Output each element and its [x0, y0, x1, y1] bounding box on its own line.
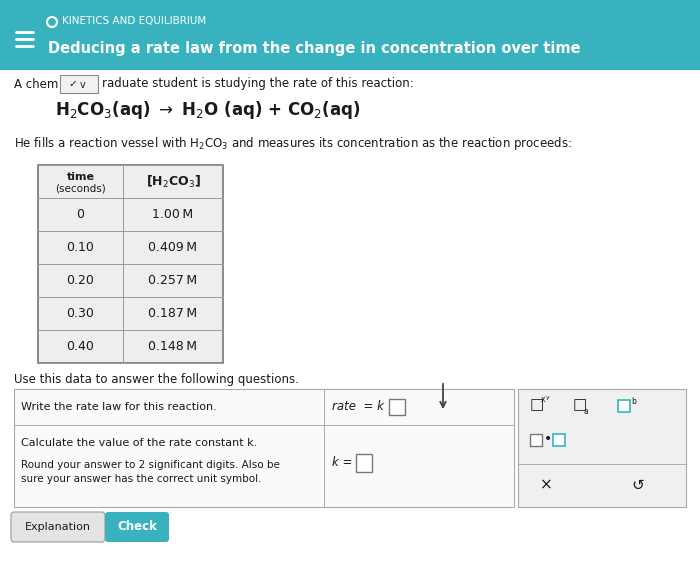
FancyBboxPatch shape	[105, 512, 169, 542]
Text: rate  = k: rate = k	[332, 401, 384, 414]
Text: 0.257 M: 0.257 M	[148, 274, 197, 287]
Text: Calculate the value of the rate constant k.: Calculate the value of the rate constant…	[21, 438, 258, 448]
Bar	[0, 70, 700, 566]
Text: Write the rate law for this reaction.: Write the rate law for this reaction.	[21, 402, 217, 412]
Text: v: v	[80, 80, 85, 90]
Text: He fills a reaction vessel with H$_2$CO$_3$ and measures its concentration as th: He fills a reaction vessel with H$_2$CO$…	[14, 135, 572, 152]
Text: a: a	[584, 408, 589, 417]
Text: •: •	[544, 432, 552, 446]
Bar	[618, 400, 630, 412]
Bar	[389, 399, 405, 415]
Text: time: time	[66, 171, 94, 182]
Text: 0.20: 0.20	[66, 274, 94, 287]
Text: [H$_2$CO$_3$]: [H$_2$CO$_3$]	[146, 173, 200, 190]
Bar	[0, 70, 700, 566]
Text: Explanation: Explanation	[25, 522, 91, 532]
Text: ×: ×	[540, 478, 552, 492]
Text: 0.30: 0.30	[66, 307, 94, 320]
Text: □: □	[530, 397, 545, 413]
Text: raduate student is studying the rate of this reaction:: raduate student is studying the rate of …	[102, 78, 414, 91]
Text: Deducing a rate law from the change in concentration over time: Deducing a rate law from the change in c…	[48, 41, 580, 57]
Bar	[356, 454, 372, 472]
Text: 0: 0	[76, 208, 85, 221]
Bar	[530, 434, 542, 446]
Text: 0.40: 0.40	[66, 340, 94, 353]
Text: Round your answer to 2 significant digits. Also be: Round your answer to 2 significant digit…	[21, 460, 280, 470]
Text: sure your answer has the correct unit symbol.: sure your answer has the correct unit sy…	[21, 474, 262, 484]
Bar	[38, 165, 223, 363]
Bar	[553, 434, 565, 446]
Text: x: x	[541, 395, 545, 404]
Bar	[518, 389, 686, 507]
Text: KINETICS AND EQUILIBRIUM: KINETICS AND EQUILIBRIUM	[62, 16, 206, 26]
Text: (seconds): (seconds)	[55, 183, 106, 194]
Bar	[38, 165, 223, 363]
Text: k =: k =	[332, 457, 352, 470]
Text: 0.10: 0.10	[66, 241, 94, 254]
Text: ↺: ↺	[631, 478, 645, 492]
Text: b: b	[631, 397, 636, 406]
Text: 0.148 M: 0.148 M	[148, 340, 197, 353]
Text: ✓: ✓	[68, 79, 77, 89]
Bar	[0, 0, 700, 70]
FancyBboxPatch shape	[11, 512, 105, 542]
Text: 0.409 M: 0.409 M	[148, 241, 197, 254]
Text: □: □	[573, 397, 587, 413]
Text: A chem: A chem	[14, 78, 58, 91]
Text: y: y	[546, 395, 550, 400]
Bar	[14, 389, 514, 507]
Text: 1.00 M: 1.00 M	[153, 208, 194, 221]
Text: 0.187 M: 0.187 M	[148, 307, 197, 320]
Text: Use this data to answer the following questions.: Use this data to answer the following qu…	[14, 372, 299, 385]
FancyBboxPatch shape	[60, 75, 98, 93]
Text: Check: Check	[117, 521, 157, 534]
Text: H$_2$CO$_3$(aq) $\rightarrow$ H$_2$O (aq) + CO$_2$(aq): H$_2$CO$_3$(aq) $\rightarrow$ H$_2$O (aq…	[55, 99, 360, 121]
